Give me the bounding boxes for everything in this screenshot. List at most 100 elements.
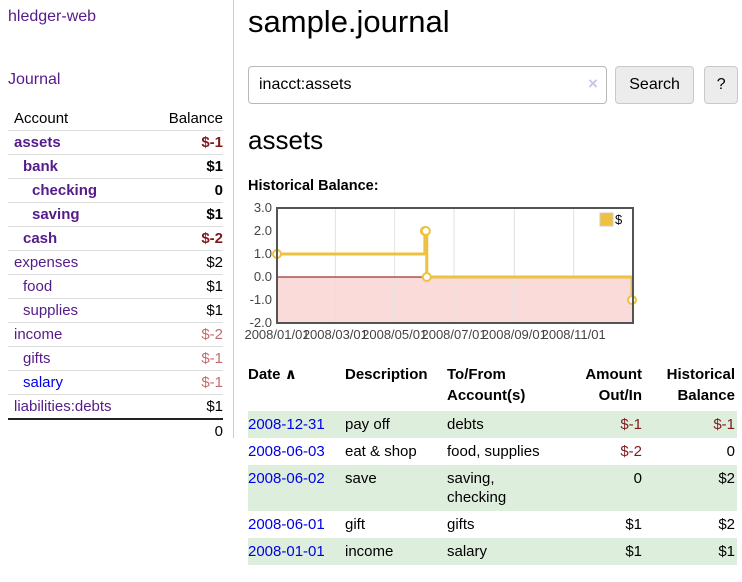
legend-swatch [599,212,614,227]
data-point [420,226,431,236]
accounts-table: Account Balance assets $-1 bank $1 checking 0… [8,107,223,443]
chart-title: Historical Balance: [248,178,379,194]
account-row: checking 0 [8,178,223,203]
account-row: food $1 [8,274,223,299]
register-accounts: debts [447,416,484,433]
register-table: Date ∧ Description To/From Account(s) Amount… [248,364,737,565]
y-tick-label: -1.0 [250,292,272,307]
x-tick-label: 2008/09/01 [482,327,547,342]
register-column-header: Historical Balance [666,366,735,404]
y-tick-label: 3.0 [254,200,272,215]
sidebar-account-link[interactable]: liabilities:debts [14,398,112,415]
sidebar-account-link[interactable]: cash [23,230,58,247]
register-balance: $1 [718,543,735,560]
help-button[interactable]: ? [704,66,739,104]
account-balance: $1 [149,298,223,323]
table-row: 2008-01-01 income salary $1 $1 [248,538,737,565]
account-row: gifts $-1 [8,346,223,371]
account-balance: 0 [149,178,223,203]
search-form: × Search ? [248,66,739,104]
register-date-link[interactable]: 2008-06-02 [248,470,325,487]
register-date-link[interactable]: 2008-06-01 [248,516,325,533]
x-tick-label: 2008/05/01 [362,327,427,342]
register-body: 2008-12-31 pay off debts $-1 $-1 2008-06-03 ea… [248,411,737,565]
register-column-header: To/From Account(s) [447,366,526,404]
register-balance: $2 [718,470,735,487]
account-balance: $1 [149,274,223,299]
register-column-header[interactable]: Date ∧ [248,366,297,383]
sidebar: hledger-web Journal Account Balance asse… [0,0,234,443]
register-balance: $-1 [713,416,735,433]
negative-region [277,277,633,323]
y-tick-label: 1.0 [254,246,272,261]
account-balance: $-2 [149,322,223,347]
register-accounts: salary [447,543,488,560]
account-row: expenses $2 [8,250,223,275]
historical-balance-chart: 3.0 2.0 1.0 0.0 -1.0 -2.02008/01/012008/03/01… [244,200,638,342]
account-row: salary $-1 [8,370,223,395]
accounts-table-body: assets $-1 bank $1 checking 0 saving $1 cash $-2 e… [8,130,223,443]
sidebar-account-link[interactable]: checking [32,182,98,199]
data-point [421,272,432,282]
sidebar-account-link[interactable]: gifts [23,350,51,367]
register-description: pay off [345,416,390,433]
account-balance: $-1 [149,370,223,395]
register-column-header: Amount Out/In [585,366,642,404]
sidebar-account-link[interactable]: income [14,326,63,343]
register-header: Date ∧ Description To/From Account(s) Amount… [248,364,737,411]
account-row: supplies $1 [8,298,223,323]
account-row: cash $-2 [8,226,223,251]
register-date-link[interactable]: 2008-06-03 [248,443,325,460]
register-accounts: saving, checking [447,470,507,506]
main-content: sample.journal × Search ? assets Histori… [244,0,739,565]
account-row: bank $1 [8,154,223,179]
register-accounts: food, supplies [447,443,540,460]
table-row: 2008-12-31 pay off debts $-1 $-1 [248,411,737,438]
account-balance: $1 [149,154,223,179]
register-amount: $1 [625,516,642,533]
register-date-link[interactable]: 2008-01-01 [248,543,325,560]
y-tick-label: 2.0 [254,223,272,238]
account-row: saving $1 [8,202,223,227]
register-balance: 0 [726,443,735,460]
register-description: eat & shop [345,443,417,460]
table-row: 2008-06-01 gift gifts $1 $2 [248,511,737,538]
account-balance: $2 [149,250,223,275]
table-row: 2008-06-03 eat & shop food, supplies $-2 0 [248,438,737,465]
sidebar-account-link[interactable]: saving [32,206,80,223]
sidebar-account-link[interactable]: supplies [23,302,79,319]
sidebar-account-link[interactable]: expenses [14,254,79,271]
sidebar-account-link[interactable]: salary [23,374,64,391]
account-heading: assets [248,125,324,155]
clear-search-icon[interactable]: × [588,74,598,93]
search-input[interactable] [248,66,607,104]
register-description: gift [345,516,366,533]
account-balance: $1 [149,394,223,419]
sidebar-item-journal[interactable]: Journal [8,71,61,88]
accounts-header-account: Account [14,110,69,127]
table-row: 2008-06-02 save saving, checking 0 $2 [248,465,737,511]
account-row: income $-2 [8,322,223,347]
page-title: sample.journal [248,4,450,39]
account-balance: $-1 [149,130,223,155]
y-tick-label: 0.0 [254,269,272,284]
legend-label: $ [615,212,623,227]
account-balance: $-1 [149,346,223,371]
sidebar-account-link[interactable]: food [23,278,53,295]
app-title-link[interactable]: hledger-web [8,8,97,25]
x-tick-label: 2008/01/01 [244,327,309,342]
account-balance: $1 [149,202,223,227]
account-row: liabilities:debts $1 [8,394,223,419]
register-column-header: Description [345,366,428,383]
register-description: income [345,543,394,560]
register-amount: $-1 [620,416,642,433]
x-tick-label: 2008/07/01 [421,327,486,342]
sort-ascending-icon: ∧ [284,366,297,383]
register-date-link[interactable]: 2008-12-31 [248,416,325,433]
sidebar-account-link[interactable]: bank [23,158,59,175]
sidebar-account-link[interactable]: assets [14,134,61,151]
register-accounts: gifts [447,516,475,533]
search-button[interactable]: Search [614,66,695,104]
account-balance: $-2 [149,226,223,251]
register-description: save [345,470,377,487]
